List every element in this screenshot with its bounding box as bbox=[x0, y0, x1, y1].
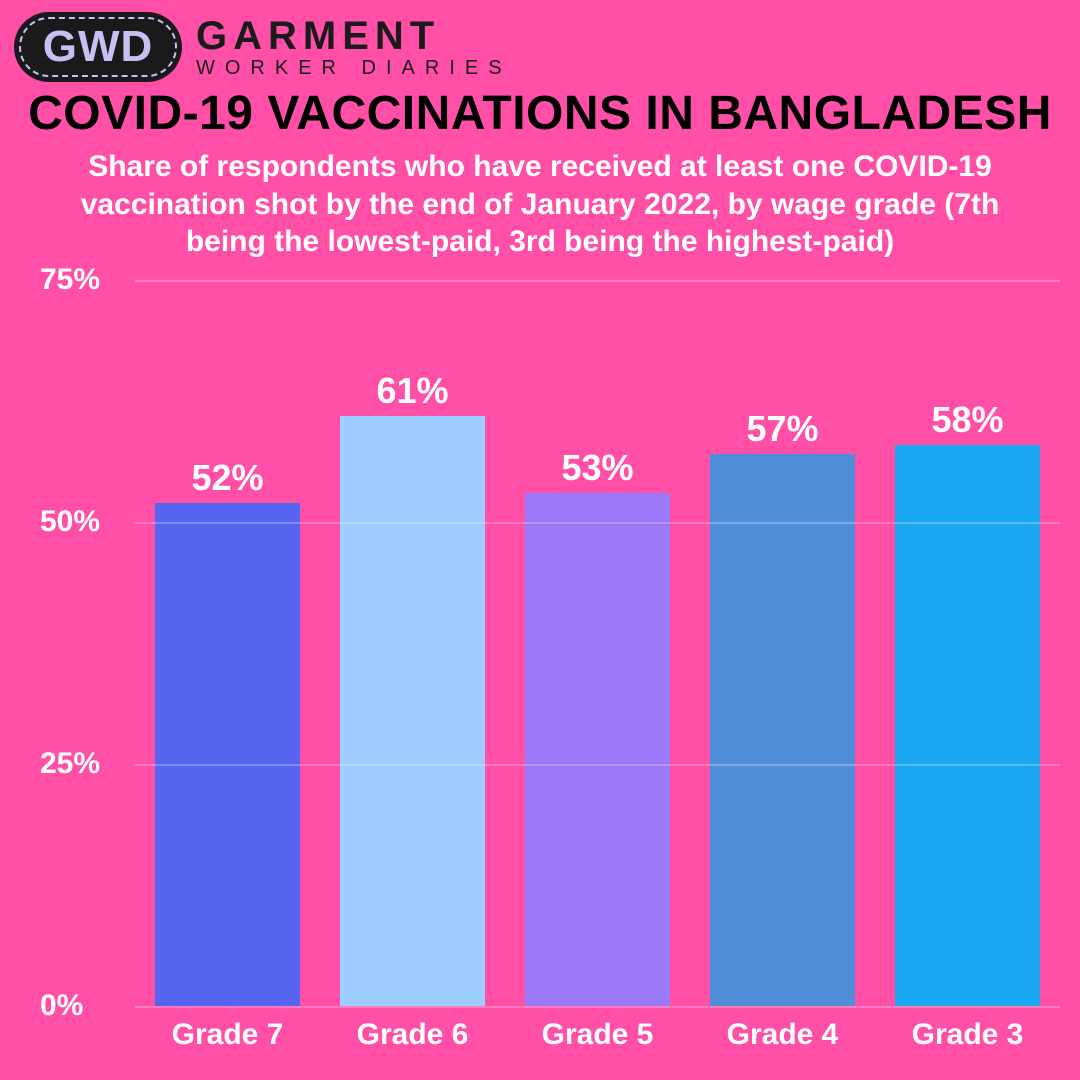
bar: 57% bbox=[710, 454, 854, 1006]
subtitle: Share of respondents who have received a… bbox=[40, 148, 1040, 261]
bar-value-label: 61% bbox=[376, 370, 448, 412]
bar-value-label: 53% bbox=[561, 447, 633, 489]
bar: 52% bbox=[155, 503, 299, 1006]
bar-wrap: 53% bbox=[505, 280, 690, 1006]
x-axis-label: Grade 3 bbox=[875, 1010, 1060, 1060]
bar: 53% bbox=[525, 493, 669, 1006]
bar-wrap: 57% bbox=[690, 280, 875, 1006]
bar-wrap: 58% bbox=[875, 280, 1060, 1006]
bar: 58% bbox=[895, 445, 1039, 1006]
logo-line1: GARMENT bbox=[196, 16, 512, 56]
logo-wordmark: GARMENT WORKER DIARIES bbox=[196, 16, 512, 78]
bar-wrap: 61% bbox=[320, 280, 505, 1006]
x-axis-label: Grade 7 bbox=[135, 1010, 320, 1060]
y-axis-label: 50% bbox=[40, 505, 130, 539]
bars-container: 52% 61% 53% 57% 58% bbox=[135, 280, 1060, 1006]
y-axis-label: 25% bbox=[40, 747, 130, 781]
gridline bbox=[135, 522, 1060, 524]
infographic-canvas: GWD GARMENT WORKER DIARIES COVID-19 VACC… bbox=[0, 0, 1080, 1080]
bar-chart: 52%61%53%57%58% Grade 7Grade 6Grade 5Gra… bbox=[40, 280, 1060, 1060]
x-axis-labels: Grade 7Grade 6Grade 5Grade 4Grade 3 bbox=[135, 1010, 1060, 1060]
brand-logo: GWD GARMENT WORKER DIARIES bbox=[14, 12, 512, 82]
bar-value-label: 57% bbox=[746, 408, 818, 450]
x-axis-label: Grade 4 bbox=[690, 1010, 875, 1060]
y-axis-label: 75% bbox=[40, 263, 130, 297]
x-axis-label: Grade 5 bbox=[505, 1010, 690, 1060]
logo-badge: GWD bbox=[14, 12, 182, 82]
plot-area: 52% 61% 53% 57% 58% bbox=[135, 280, 1060, 1006]
logo-badge-text: GWD bbox=[43, 22, 154, 72]
page-title: COVID-19 VACCINATIONS IN BANGLADESH bbox=[0, 86, 1080, 141]
gridline bbox=[135, 280, 1060, 282]
x-axis-label: Grade 6 bbox=[320, 1010, 505, 1060]
gridline bbox=[135, 1006, 1060, 1008]
bar-wrap: 52% bbox=[135, 280, 320, 1006]
bar-value-label: 52% bbox=[191, 457, 263, 499]
bar-value-label: 58% bbox=[931, 399, 1003, 441]
logo-line2: WORKER DIARIES bbox=[196, 58, 512, 78]
bar: 61% bbox=[340, 416, 484, 1006]
y-axis-label: 0% bbox=[40, 989, 130, 1023]
gridline bbox=[135, 764, 1060, 766]
